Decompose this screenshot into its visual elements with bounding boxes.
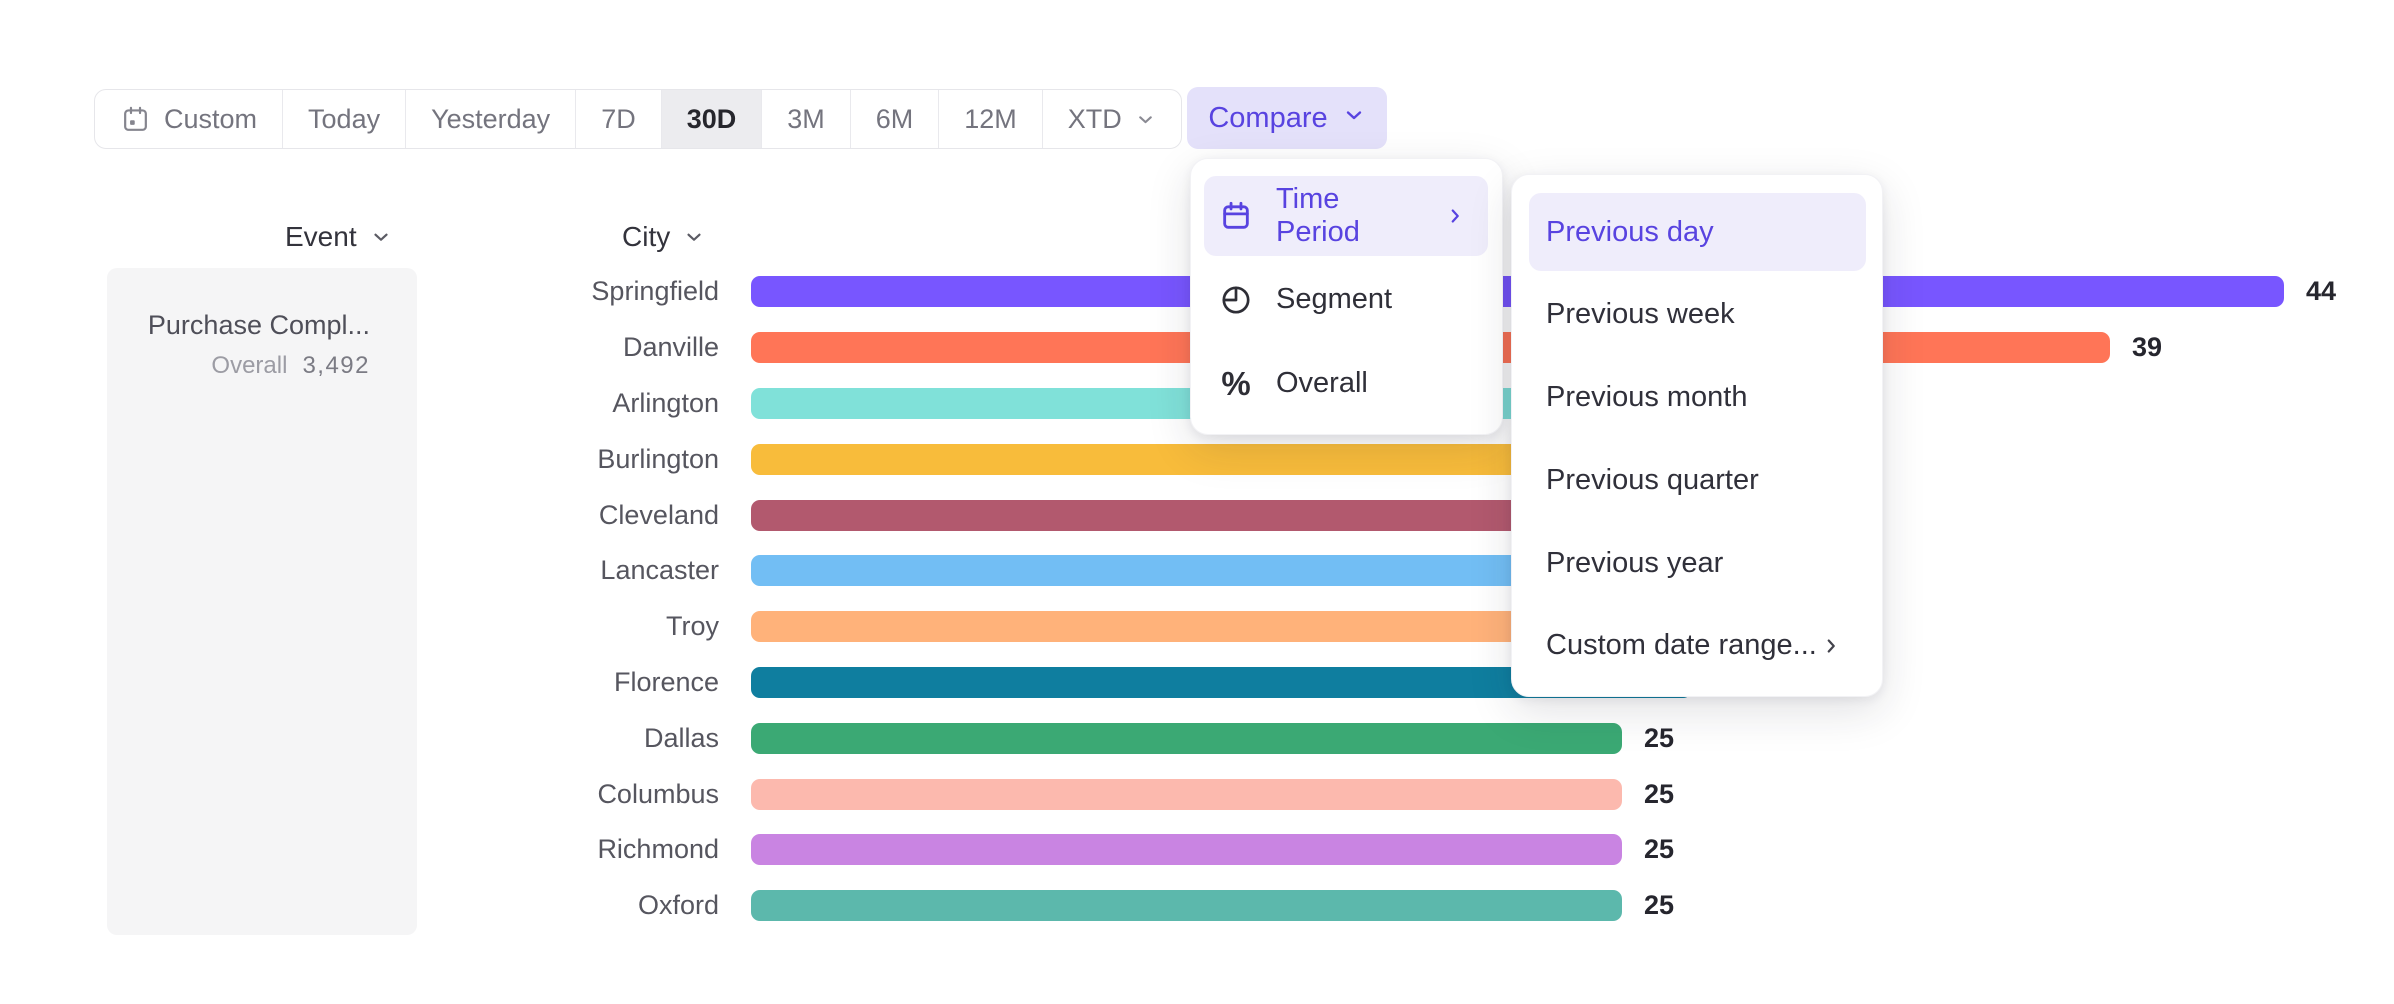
city-column-label: City [622,221,671,252]
range-button-yesterday[interactable]: Yesterday [405,90,575,148]
range-label: 12M [964,103,1017,134]
bar-category-label: Springfield [591,276,719,307]
bar-category-label: Cleveland [598,499,719,530]
range-label: Custom [164,103,258,134]
range-button-7d[interactable]: 7D [575,90,661,148]
chart-row-columbus: Columbus 25 [0,766,2394,822]
submenu-item-previous-quarter[interactable]: Previous quarter [1529,441,1866,519]
range-label: XTD [1067,103,1122,134]
overall-label: Overall [211,352,288,379]
event-name: Purchase Compl... [147,310,370,340]
overall-value: 3,492 [302,352,370,379]
submenu-item-custom-date-range-[interactable]: Custom date range... [1529,607,1866,685]
bar-category-label: Richmond [597,834,719,865]
chevron-down-icon [1135,109,1156,130]
range-button-custom[interactable]: Custom [95,90,282,148]
event-column-label: Event [285,221,357,252]
bar-value-label: 25 [1644,722,1675,753]
submenu-item-label: Custom date range... [1546,629,1817,662]
chart-row-richmond: Richmond 25 [0,822,2394,878]
event-list-panel: Purchase Compl... Overall 3,492 [107,268,417,935]
range-button-today[interactable]: Today [282,90,405,148]
submenu-item-previous-year[interactable]: Previous year [1529,524,1866,602]
bar-value-label: 39 [2132,332,2163,363]
bar-category-label: Florence [613,666,719,697]
compare-button-label: Compare [1208,101,1328,134]
submenu-item-previous-month[interactable]: Previous month [1529,359,1866,437]
date-range-toolbar: Custom Today Yesterday 7D 30D 3M 6M 12M XTD [94,89,1182,149]
event-card[interactable]: Purchase Compl... Overall 3,492 [107,268,417,380]
submenu-item-previous-day[interactable]: Previous day [1529,193,1866,271]
range-button-xtd[interactable]: XTD [1041,90,1181,148]
range-label: 30D [686,103,737,134]
range-label: 3M [787,103,825,134]
compare-dropdown-menu: Time Period Segment% Overall [1190,158,1503,435]
menu-item-time-period[interactable]: Time Period [1204,176,1488,256]
range-label: 7D [601,103,636,134]
submenu-item-label: Previous day [1546,215,1714,248]
bar-value-label: 44 [2306,276,2337,307]
bar-category-label: Dallas [643,722,719,753]
bar-value-label: 25 [1644,890,1675,921]
time-period-submenu: Previous day Previous week Previous month P… [1511,174,1883,697]
submenu-item-previous-week[interactable]: Previous week [1529,276,1866,354]
range-label: Yesterday [431,103,551,134]
calendar-icon [1219,199,1253,233]
menu-item-label: Segment [1276,283,1393,315]
bar-category-label: Lancaster [600,555,719,586]
percent-icon: % [1219,366,1253,400]
compare-button[interactable]: Compare [1187,87,1387,149]
city-column-dropdown[interactable]: City [622,220,705,254]
range-button-12m[interactable]: 12M [938,90,1042,148]
submenu-item-label: Previous year [1546,546,1724,579]
bar-category-label: Arlington [612,387,719,418]
range-label: Today [308,103,381,134]
bar-columbus[interactable] [751,778,1622,810]
bar-value-label: 25 [1644,778,1675,809]
bar-category-label: Oxford [637,890,719,921]
chevron-right-icon [1444,205,1466,227]
chart-row-oxford: Oxford 25 [0,878,2394,934]
bar-category-label: Troy [666,611,719,642]
chevron-down-icon [683,226,705,248]
range-button-6m[interactable]: 6M [849,90,939,148]
chart-row-dallas: Dallas 25 [0,710,2394,766]
bar-richmond[interactable] [751,834,1622,866]
menu-item-label: Overall [1276,366,1368,399]
bar-category-label: Danville [622,332,719,363]
segment-icon [1219,283,1253,317]
bar-category-label: Columbus [597,778,719,809]
chevron-right-icon [1820,635,1842,657]
percent-icon: % [1221,364,1251,402]
bar-oxford[interactable] [751,890,1622,922]
submenu-item-label: Previous week [1546,298,1735,331]
menu-item-label: Time Period [1276,183,1360,248]
menu-item-overall[interactable]: % Overall [1204,343,1488,423]
chevron-down-icon [370,226,392,248]
event-column-dropdown[interactable]: Event [285,220,392,254]
bar-category-label: Burlington [597,443,719,474]
submenu-item-label: Previous month [1546,381,1748,414]
submenu-item-label: Previous quarter [1546,463,1759,496]
menu-item-segment[interactable]: Segment [1204,260,1488,340]
range-button-3m[interactable]: 3M [761,90,850,148]
range-label: 6M [875,103,914,134]
bar-dallas[interactable] [751,722,1622,754]
range-button-30d[interactable]: 30D [660,90,762,148]
chevron-down-icon [1342,102,1366,135]
calendar-icon [120,104,151,135]
bar-value-label: 25 [1644,834,1675,865]
